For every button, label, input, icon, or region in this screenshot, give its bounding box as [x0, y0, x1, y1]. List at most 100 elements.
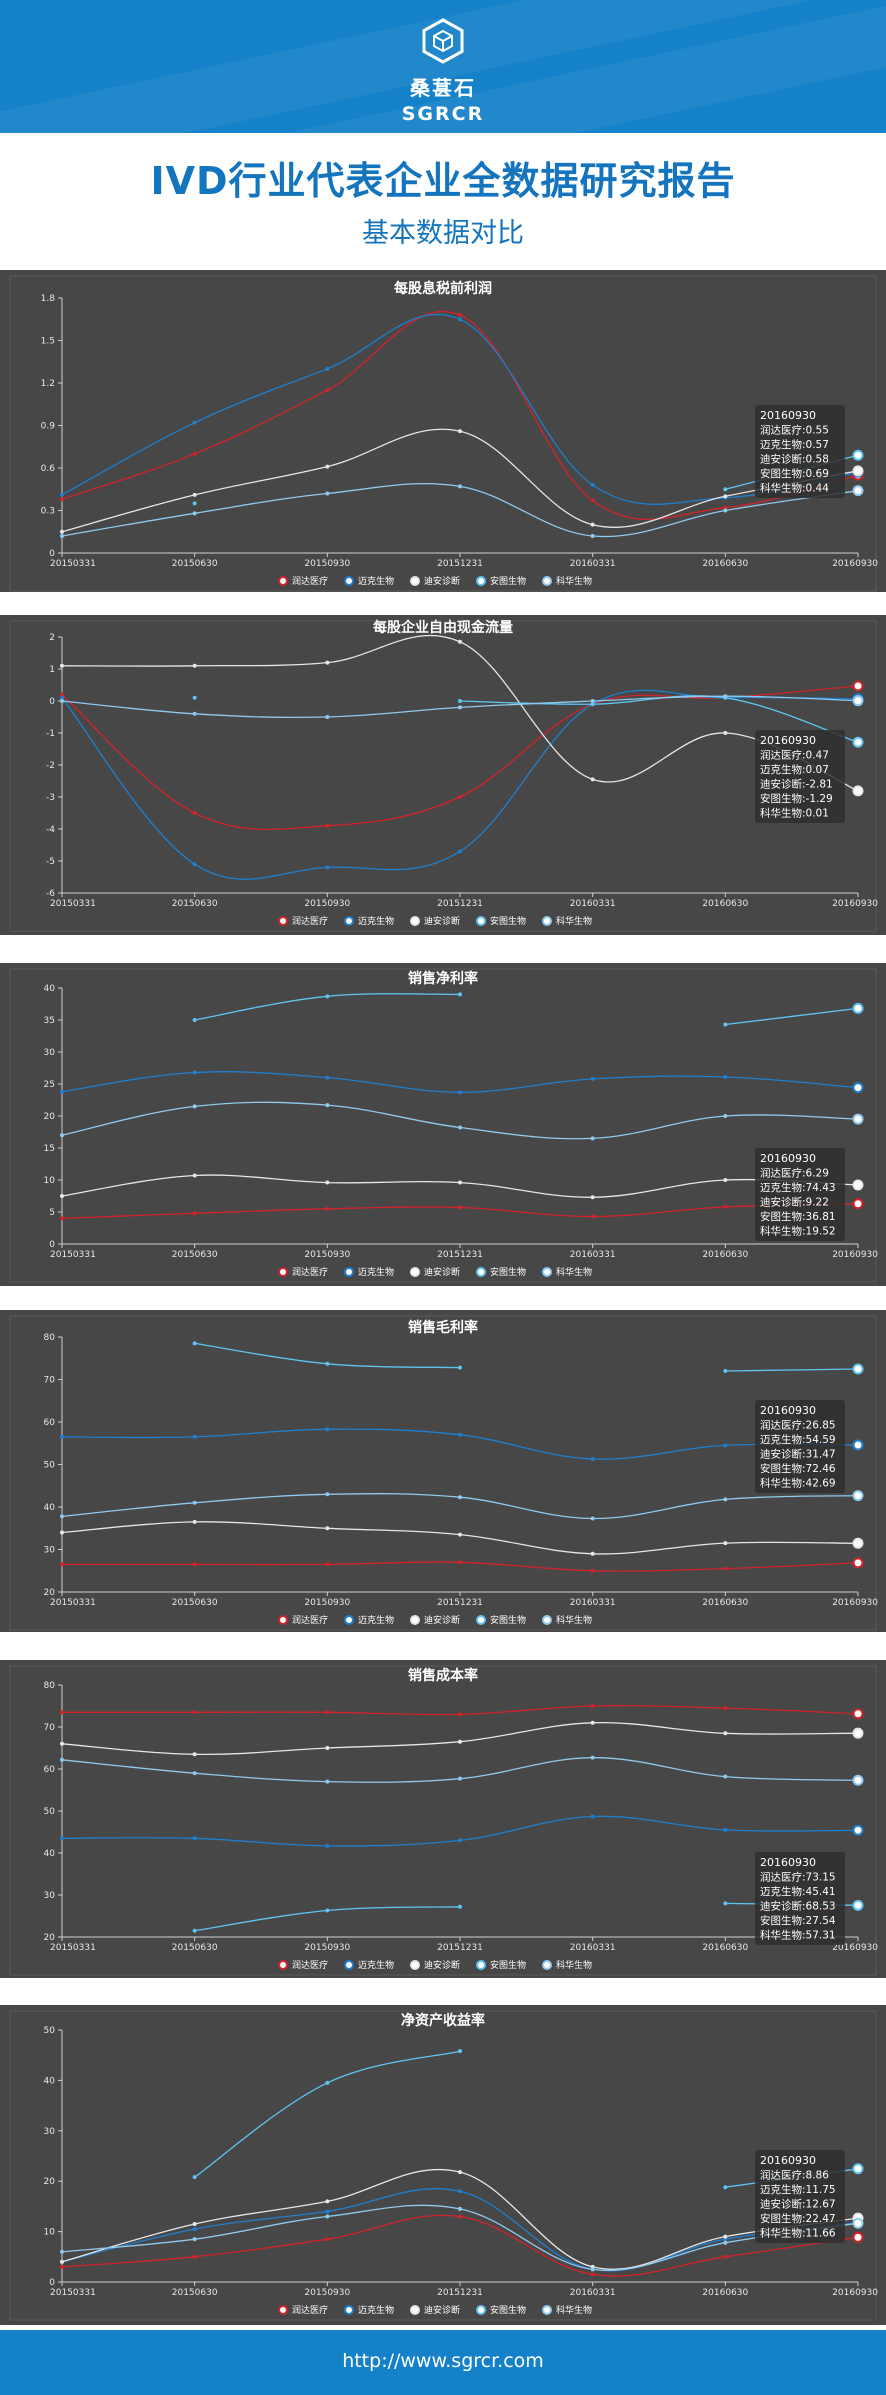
x-tick-label: 20150331 — [50, 559, 96, 569]
y-tick-label: 0 — [49, 549, 55, 559]
x-tick-label: 20160630 — [702, 1598, 748, 1608]
series-point-4 — [458, 699, 462, 703]
y-tick-label: 30 — [44, 1891, 56, 1901]
series-point-2 — [60, 492, 64, 497]
chart-net-margin: 销售净利率 0 5 10 15 20 25 30 35 40 20150331 20150630 201… — [9, 968, 878, 1283]
series-point-1 — [60, 1216, 64, 1221]
series-point-2 — [458, 1838, 462, 1843]
series-point-1 — [325, 823, 330, 828]
series-point-3 — [723, 1178, 728, 1182]
tooltip-box — [755, 1148, 845, 1241]
series-point-4 — [723, 1901, 728, 1906]
legend-marker — [344, 576, 354, 586]
series-line-4 — [725, 1368, 859, 1372]
series-point-1 — [852, 1557, 864, 1569]
legend-label: 润达医疗 — [292, 1614, 328, 1626]
series-point-5 — [852, 1490, 864, 1502]
y-tick-label: 80 — [44, 1333, 56, 1343]
x-tick-label: 20150331 — [50, 1598, 96, 1608]
series-point-5 — [192, 2237, 197, 2242]
chart-title: 每股企业自由现金流量 — [373, 619, 513, 636]
chart-panel-net-margin: 销售净利率 0 5 10 15 20 25 30 35 40 20150331 20150630 201… — [0, 963, 886, 1286]
legend-marker — [476, 1267, 486, 1277]
series-point-1 — [590, 1568, 595, 1573]
series-point-5 — [325, 1103, 330, 1108]
series-point-1 — [60, 1710, 64, 1715]
y-tick-label: 0.3 — [41, 507, 55, 517]
y-tick-label: 0 — [49, 1240, 55, 1250]
series-point-5 — [852, 1774, 864, 1786]
tooltip-line: 安图生物:27.54 — [760, 1914, 836, 1927]
tooltip-box — [755, 1852, 845, 1945]
chart-panel-ebit-per-share: 每股息税前利润 0 0.3 0.6 0.9 1.2 1.5 1.8 20150331 201506… — [0, 270, 886, 592]
series-line-5 — [61, 482, 859, 538]
x-tick-label: 20150930 — [304, 559, 350, 569]
series-point-4 — [325, 994, 330, 999]
series-point-1 — [852, 1198, 864, 1210]
series-point-5 — [590, 1516, 595, 1521]
tooltip-line: 润达医疗:73.15 — [760, 1871, 836, 1884]
legend-marker — [278, 1960, 288, 1970]
chart-gross-margin: 销售毛利率 20 30 40 50 60 70 80 20150331 20150630 20150… — [9, 1315, 878, 1631]
legend-marker — [278, 916, 288, 926]
y-tick-label: -4 — [46, 825, 55, 835]
y-tick-label: 20 — [44, 1933, 56, 1943]
tooltip-title: 20160930 — [760, 2154, 816, 2167]
y-tick-label: -2 — [46, 761, 55, 771]
series-point-2 — [60, 1434, 64, 1439]
series-point-1 — [723, 1706, 728, 1711]
series-point-2 — [590, 1814, 595, 1819]
series-line-3 — [61, 1174, 859, 1198]
y-tick-label: 0 — [49, 697, 55, 707]
brand-logo: 桑葚石 SGRCR — [0, 18, 886, 125]
y-tick-label: 2 — [49, 633, 55, 643]
series-point-3 — [325, 1526, 330, 1531]
series-point-5 — [723, 694, 728, 699]
legend-marker — [410, 576, 420, 586]
x-tick-label: 20150630 — [172, 1250, 218, 1260]
series-point-1 — [325, 1710, 330, 1715]
footer-link[interactable]: http://www.sgrcr.com — [342, 2350, 544, 2372]
series-point-4 — [852, 736, 864, 748]
x-tick-label: 20150930 — [304, 2288, 350, 2298]
series-point-1 — [60, 2264, 64, 2269]
y-tick-label: 1.2 — [41, 379, 55, 389]
y-tick-label: 30 — [44, 1048, 56, 1058]
x-tick-label: 20150930 — [304, 1943, 350, 1953]
x-tick-label: 20160630 — [702, 559, 748, 569]
legend-marker — [476, 1960, 486, 1970]
tooltip-line: 迪安诊断:-2.81 — [760, 778, 833, 791]
tooltip-line: 润达医疗:8.86 — [760, 2169, 829, 2182]
legend-marker — [278, 1615, 288, 1625]
x-tick-label: 20160930 — [832, 559, 878, 569]
series-point-1 — [325, 1206, 330, 1211]
series-point-2 — [192, 420, 197, 425]
series-point-5 — [458, 484, 462, 489]
x-tick-label: 20151231 — [437, 1598, 483, 1608]
chart-title: 销售毛利率 — [408, 1319, 478, 1336]
series-line-2 — [61, 313, 859, 505]
tooltip-line: 安图生物:72.46 — [760, 1462, 836, 1475]
tooltip-box — [755, 405, 845, 498]
series-point-1 — [590, 498, 595, 503]
y-tick-label: 20 — [44, 2177, 56, 2187]
series-point-5 — [852, 1113, 864, 1125]
x-tick-label: 20160930 — [832, 899, 878, 909]
y-tick-label: 60 — [44, 1765, 56, 1775]
x-tick-label: 20160331 — [570, 1598, 616, 1608]
series-point-1 — [325, 2237, 330, 2242]
x-tick-label: 20151231 — [437, 899, 483, 909]
series-point-1 — [723, 2254, 728, 2259]
series-point-3 — [60, 1741, 64, 1746]
chart-title: 每股息税前利润 — [394, 280, 492, 297]
series-point-1 — [60, 1562, 64, 1567]
tooltip-line: 润达医疗:6.29 — [760, 1167, 829, 1180]
series-point-1 — [458, 313, 462, 317]
series-point-4 — [192, 695, 197, 700]
series-point-4 — [458, 1365, 462, 1370]
series-point-2 — [852, 1824, 864, 1836]
tooltip-line: 迪安诊断:31.47 — [760, 1448, 836, 1461]
series-point-5 — [590, 534, 595, 538]
legend-label: 迈克生物 — [358, 2304, 394, 2316]
series-point-5 — [60, 699, 64, 703]
